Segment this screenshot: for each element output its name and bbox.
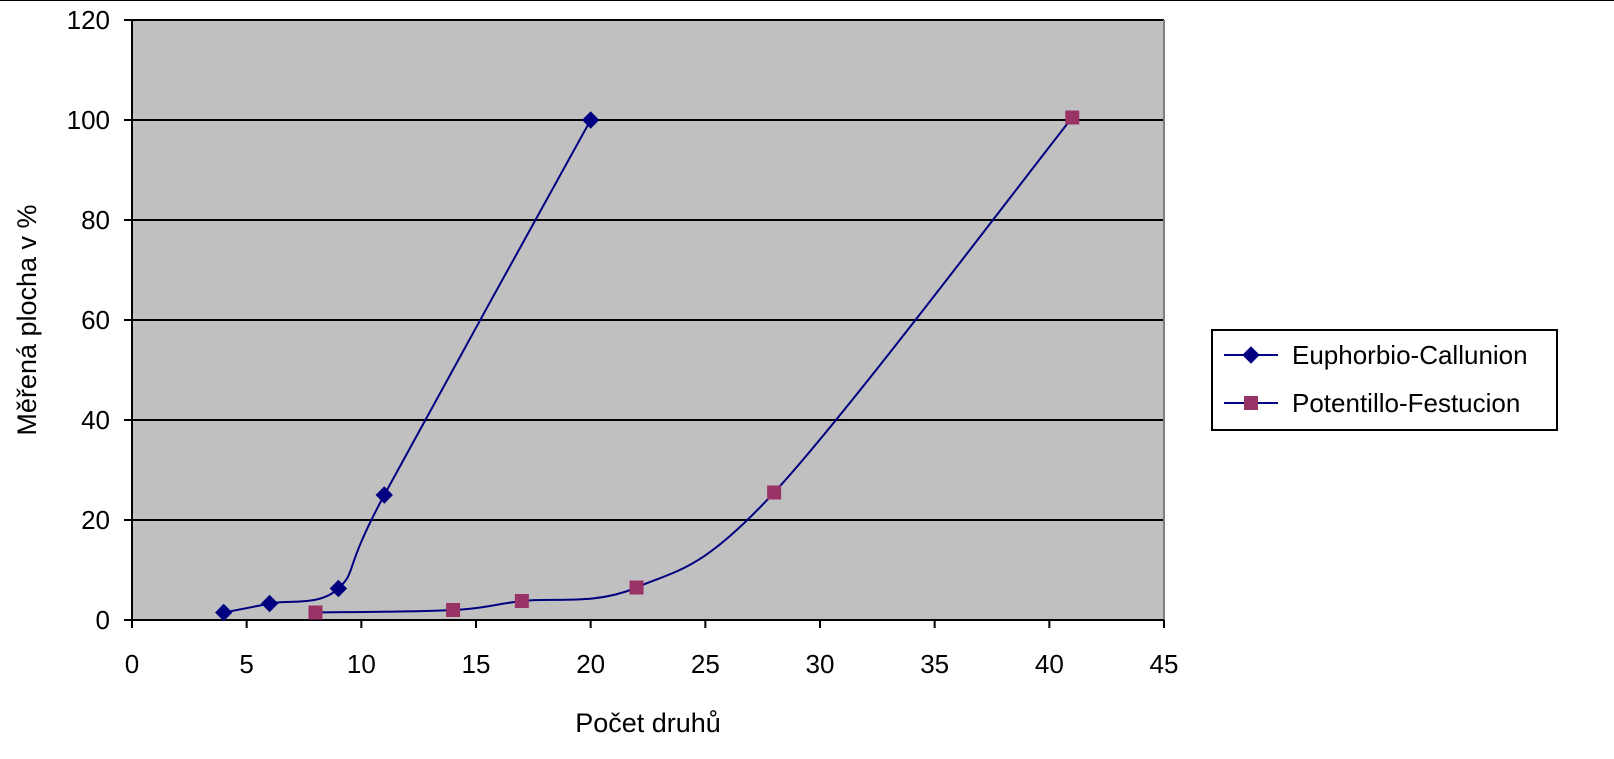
series-1-point-4 xyxy=(767,485,782,500)
legend-label-1: Potentillo-Festucion xyxy=(1292,388,1520,418)
series-0-point-4 xyxy=(581,111,600,129)
x-tick-label-35: 35 xyxy=(920,649,949,679)
legend-label-0: Euphorbio-Callunion xyxy=(1292,340,1528,370)
x-tick-label-10: 10 xyxy=(347,649,376,679)
legend: Euphorbio-Callunion Potentillo-Festucion xyxy=(1211,329,1558,431)
series-0 xyxy=(215,111,600,622)
x-tick-label-20: 20 xyxy=(576,649,605,679)
x-tick-label-15: 15 xyxy=(462,649,491,679)
legend-marker-1 xyxy=(1244,396,1258,410)
series-0-point-2 xyxy=(329,579,348,598)
series-1 xyxy=(308,110,1080,620)
series-0-point-1 xyxy=(260,594,279,613)
series-0-point-3 xyxy=(375,486,393,504)
series-1-point-2 xyxy=(514,594,529,608)
series-layer xyxy=(215,110,1080,622)
y-tick-label-60: 60 xyxy=(81,305,110,335)
x-axis-title: Počet druhů xyxy=(575,708,721,738)
y-tick-label-120: 120 xyxy=(67,5,110,35)
plot-area xyxy=(132,19,1165,620)
series-1-point-3 xyxy=(629,580,644,595)
y-tick-label-40: 40 xyxy=(81,405,110,435)
y-tick-label-20: 20 xyxy=(81,505,110,535)
x-tick-label-45: 45 xyxy=(1150,649,1179,679)
x-tick-label-40: 40 xyxy=(1035,649,1064,679)
y-axis-title: Měřená plocha v % xyxy=(12,204,42,435)
y-tick-label-0: 0 xyxy=(96,605,110,635)
series-1-point-1 xyxy=(446,603,461,617)
x-tick-label-5: 5 xyxy=(239,649,253,679)
legend-box xyxy=(1211,329,1558,431)
y-tick-label-100: 100 xyxy=(67,105,110,135)
series-1-point-0 xyxy=(308,605,323,620)
series-0-point-0 xyxy=(215,603,233,622)
x-tick-label-25: 25 xyxy=(691,649,720,679)
y-tick-label-80: 80 xyxy=(81,205,110,235)
x-tick-label-0: 0 xyxy=(125,649,139,679)
x-tick-label-30: 30 xyxy=(806,649,835,679)
series-1-point-5 xyxy=(1065,110,1080,125)
legend-marker-0 xyxy=(1242,346,1260,364)
axes: 0 20 40 60 80 100 120 0 5 10 15 20 25 30 35 40 45 xyxy=(67,5,1179,679)
